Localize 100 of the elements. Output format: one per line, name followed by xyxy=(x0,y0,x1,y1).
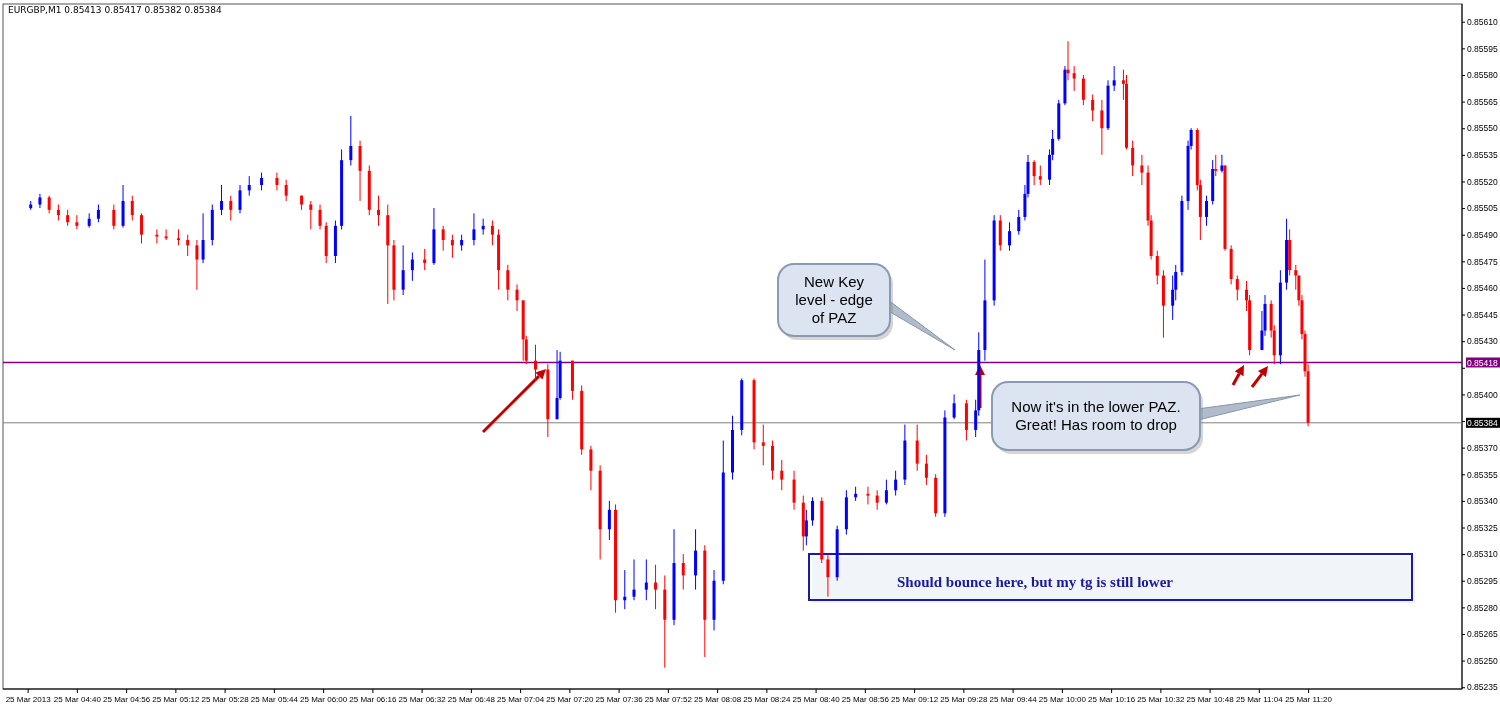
y-tick-label: 0.85280 xyxy=(1467,602,1498,613)
chart-title: EURGBP,M1 0.85413 0.85417 0.85382 0.85384 xyxy=(8,5,223,15)
candlestick xyxy=(1131,140,1135,177)
x-tick-label: 25 Mar 11:20 xyxy=(1285,694,1333,704)
candlestick xyxy=(318,204,322,230)
candlestick xyxy=(201,212,205,264)
candlestick xyxy=(515,283,519,312)
x-tick-label: 25 Mar 11:04 xyxy=(1236,694,1284,704)
candlestick xyxy=(284,179,288,202)
y-tick-label: 0.85550 xyxy=(1467,123,1498,134)
candlestick xyxy=(780,459,784,491)
x-tick-label: 25 Mar 08:08 xyxy=(694,694,742,704)
candlestick xyxy=(1032,159,1036,186)
x-tick-label: 25 Mar 09:44 xyxy=(989,694,1038,704)
x-tick-label: 25 Mar 07:52 xyxy=(644,694,693,704)
candlestick xyxy=(632,558,636,601)
candlestick xyxy=(884,479,888,505)
candlestick xyxy=(811,496,815,527)
candlestick xyxy=(1091,94,1095,122)
x-tick-label: 25 Mar 06:32 xyxy=(398,694,447,704)
candlestick xyxy=(1072,65,1076,92)
candlestick xyxy=(589,445,593,491)
candlestick xyxy=(1100,99,1104,156)
y-tick-label: 0.85520 xyxy=(1467,176,1498,187)
candlestick xyxy=(506,264,510,301)
candlestick xyxy=(894,470,898,497)
x-tick-label: 25 Mar 10:48 xyxy=(1186,694,1235,704)
ref-line-label: 0.85384 xyxy=(1467,418,1498,429)
y-tick-label: 0.85505 xyxy=(1467,203,1498,214)
y-tick-label: 0.85355 xyxy=(1467,469,1498,480)
candlestick xyxy=(804,509,808,546)
candlestick xyxy=(1081,74,1085,106)
candlestick xyxy=(1155,250,1159,285)
x-tick-label: 25 Mar 07:20 xyxy=(546,694,594,704)
x-tick-label: 25 Mar 09:28 xyxy=(940,694,988,704)
candlestick xyxy=(792,470,796,511)
candlestick xyxy=(1140,154,1144,186)
candlestick xyxy=(534,344,537,381)
candlestick xyxy=(238,184,242,214)
y-tick-label: 0.85445 xyxy=(1467,309,1498,320)
candlestick xyxy=(247,175,251,197)
y-tick-label: 0.85580 xyxy=(1467,70,1498,81)
y-tick-label: 0.85250 xyxy=(1467,655,1498,666)
y-tick-label: 0.85490 xyxy=(1467,229,1498,240)
x-tick-label: 25 Mar 09:12 xyxy=(891,694,939,704)
candlestick xyxy=(275,172,279,191)
x-tick-label: 25 Mar 08:56 xyxy=(841,694,890,704)
candlestick xyxy=(377,195,381,227)
candlestick xyxy=(410,251,414,282)
candlestick xyxy=(915,424,919,472)
candlestick xyxy=(140,212,144,245)
candlestick xyxy=(309,200,313,230)
candlestick xyxy=(349,115,353,166)
x-tick-label: 25 Mar 10:32 xyxy=(1137,694,1185,704)
candlestick xyxy=(130,195,134,221)
candlestick xyxy=(1008,221,1012,252)
candlestick xyxy=(490,220,494,246)
candlestick xyxy=(952,393,956,420)
y-tick-label: 0.85535 xyxy=(1467,150,1498,161)
candlestick xyxy=(644,558,648,601)
x-tick-label: 25 Mar 07:36 xyxy=(595,694,644,704)
y-tick-label: 0.85610 xyxy=(1467,16,1498,27)
candlestick xyxy=(875,489,879,511)
candlestick xyxy=(607,500,611,541)
y-tick-label: 0.85340 xyxy=(1467,496,1498,507)
candlestick xyxy=(761,424,765,466)
x-tick-label: 25 Mar 06:48 xyxy=(447,694,496,704)
candlestick xyxy=(220,184,224,216)
x-tick-label: 25 Mar 10:16 xyxy=(1088,694,1136,704)
candlestick xyxy=(681,553,685,591)
ref-line-label: 0.85418 xyxy=(1467,357,1498,368)
candlestick xyxy=(1235,275,1239,301)
candlestick xyxy=(195,239,199,291)
y-tick-label: 0.85475 xyxy=(1467,256,1498,267)
x-tick-label: 25 Mar 08:40 xyxy=(792,694,841,704)
annotation: New Key level - edge of PAZ xyxy=(795,273,873,326)
candlestick xyxy=(229,195,233,221)
x-tick-label: 25 Mar 05:12 xyxy=(152,694,200,704)
y-tick-label: 0.85325 xyxy=(1467,522,1498,533)
candlestick xyxy=(472,212,476,246)
y-tick-label: 0.85565 xyxy=(1467,96,1498,107)
candlestick xyxy=(1038,164,1042,186)
candlestick xyxy=(1205,195,1209,227)
x-tick-label: 25 Mar 04:56 xyxy=(103,694,151,704)
candlestick xyxy=(75,214,79,230)
y-tick-label: 0.85265 xyxy=(1467,629,1498,640)
candlestick xyxy=(401,244,405,296)
x-tick-label: 25 Mar 08:24 xyxy=(743,694,791,704)
candlestick xyxy=(112,204,116,230)
candlestick xyxy=(186,234,190,257)
candlestick xyxy=(924,454,928,486)
x-tick-label: 25 Mar 06:00 xyxy=(300,694,348,704)
candlestick xyxy=(441,225,445,252)
y-tick-label: 0.85595 xyxy=(1467,43,1498,54)
y-tick-label: 0.85295 xyxy=(1467,575,1498,586)
y-tick-label: 0.85430 xyxy=(1467,336,1498,347)
annotation: Should bounce here, but my tg is still lower xyxy=(897,574,1174,590)
y-tick-label: 0.85460 xyxy=(1467,283,1498,294)
y-tick-label: 0.85370 xyxy=(1467,442,1498,453)
annotation: Now it's in the lower PAZ. Great! Has room to drop xyxy=(1011,398,1181,433)
